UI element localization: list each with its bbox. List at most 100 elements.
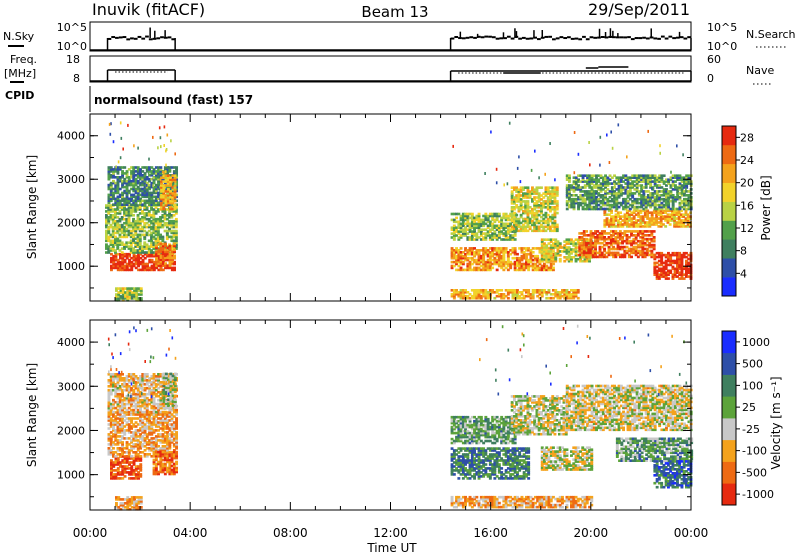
velocity-cell <box>121 419 124 422</box>
power-cell <box>545 248 549 251</box>
power-cell <box>506 236 510 239</box>
velocity-cell <box>116 425 120 428</box>
power-cell <box>685 207 689 211</box>
power-cell <box>595 197 598 201</box>
power-cell <box>159 225 162 229</box>
power-cell <box>515 186 519 189</box>
power-cell <box>604 184 607 187</box>
velocity-cell <box>116 431 120 434</box>
power-cell <box>154 212 158 215</box>
power-cell <box>533 225 537 229</box>
power-cell <box>173 254 176 258</box>
power-cell <box>531 254 535 258</box>
power-cell <box>166 176 170 179</box>
power-cell <box>535 192 539 195</box>
power-cell <box>588 186 592 189</box>
power-cell <box>150 216 153 219</box>
power-cell <box>622 197 625 201</box>
power-cell <box>157 268 161 272</box>
power-cell <box>510 217 514 221</box>
power-cell <box>657 259 661 263</box>
velocity-cell <box>114 463 118 466</box>
power-cell <box>482 224 486 228</box>
power-cell <box>680 215 683 218</box>
power-cell <box>643 234 647 237</box>
power-cell <box>155 250 158 254</box>
velocity-cell <box>110 465 113 468</box>
power-cell <box>595 192 598 195</box>
power-cell <box>664 253 668 257</box>
power-cell <box>546 217 550 221</box>
power-cell <box>650 221 654 224</box>
power-cell <box>599 176 603 179</box>
power-cell <box>484 260 488 264</box>
power-cell <box>452 256 456 260</box>
power-cell <box>134 177 138 181</box>
power-cell <box>572 207 576 211</box>
power-cell <box>645 251 649 255</box>
power-cell <box>169 205 172 209</box>
power-cell <box>159 174 163 177</box>
power-cell <box>173 188 177 191</box>
power-cell <box>473 222 476 226</box>
power-cell <box>491 226 495 229</box>
power-cell <box>515 198 519 201</box>
power-cell <box>159 266 163 270</box>
power-cell <box>160 145 162 149</box>
power-cell <box>622 186 625 189</box>
power-cell <box>170 235 174 239</box>
power-cell <box>657 209 661 213</box>
power-cell <box>551 200 555 203</box>
power-cell <box>533 223 537 227</box>
power-cell <box>682 251 686 255</box>
power-cell <box>522 211 525 215</box>
power-cell <box>572 190 576 193</box>
power-cell <box>466 291 470 294</box>
velocity-cell <box>112 425 115 428</box>
power-cell <box>488 228 492 231</box>
power-cell <box>680 253 684 257</box>
power-cell <box>651 176 655 179</box>
velocity-cell <box>139 457 143 460</box>
power-cell <box>664 271 668 274</box>
power-cell <box>482 251 486 254</box>
power-cell <box>623 221 627 224</box>
power-cell <box>123 199 127 203</box>
power-cell <box>617 190 621 193</box>
power-cell <box>479 234 483 237</box>
power-cell <box>626 182 630 185</box>
power-cell <box>614 237 618 241</box>
power-cell <box>652 217 656 220</box>
power-cell <box>592 180 596 183</box>
power-cell <box>114 201 118 204</box>
power-cell <box>457 291 461 294</box>
power-colorbar-swatch <box>722 220 736 240</box>
power-cell <box>668 223 672 226</box>
power-cell <box>114 258 118 262</box>
power-cell <box>611 146 614 150</box>
power-cell <box>519 227 523 231</box>
velocity-cell <box>121 451 124 454</box>
power-cell <box>482 260 486 264</box>
power-cell <box>526 207 530 211</box>
power-cell <box>165 214 169 217</box>
power-cell <box>669 259 673 263</box>
power-cell <box>641 245 645 249</box>
power-cell <box>633 205 637 209</box>
power-cell <box>511 296 515 300</box>
power-cell <box>678 271 682 274</box>
power-cell <box>116 189 120 193</box>
power-cell <box>477 258 481 262</box>
power-cell <box>540 250 544 253</box>
power-cell <box>464 212 467 216</box>
power-cell <box>163 216 167 219</box>
power-cell <box>604 186 607 189</box>
power-cell <box>173 203 177 207</box>
power-cell <box>658 186 662 189</box>
velocity-cell <box>123 419 127 422</box>
power-cell <box>587 253 591 257</box>
velocity-cell <box>127 431 131 434</box>
power-cell <box>671 205 675 209</box>
power-cell <box>574 259 578 263</box>
power-cell <box>619 192 623 195</box>
